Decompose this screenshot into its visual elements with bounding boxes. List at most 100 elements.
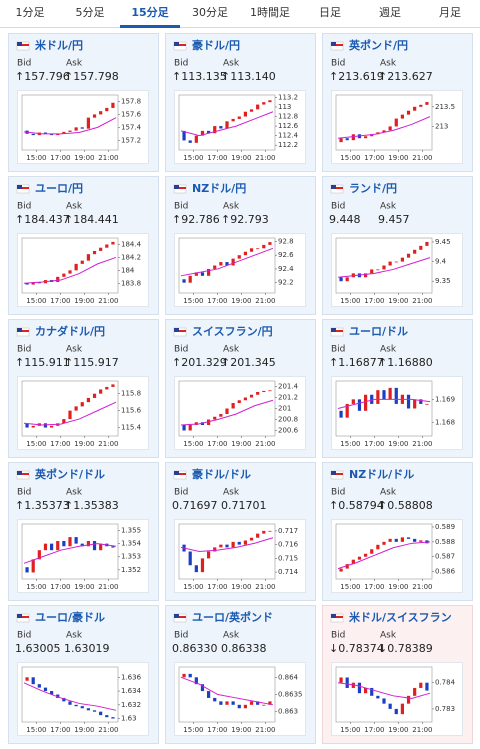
candle [182, 673, 186, 678]
candle [111, 717, 115, 719]
pair-name[interactable]: カナダドル/円 [35, 324, 105, 338]
candle [92, 250, 97, 255]
y-tick-label: 0.863 [278, 708, 298, 716]
candle [243, 397, 247, 401]
candle [92, 114, 97, 118]
flag-stripe [179, 44, 186, 46]
candle [388, 538, 392, 542]
pair-name[interactable]: 英ポンド/円 [348, 38, 408, 52]
candle [345, 138, 349, 141]
candle [243, 251, 247, 256]
candle [413, 249, 417, 254]
candle [231, 701, 235, 705]
plot-frame [178, 237, 276, 294]
flag-stripe [22, 616, 29, 618]
candle [213, 697, 217, 702]
candle [225, 121, 229, 129]
candle [111, 384, 115, 387]
candle [194, 677, 198, 685]
pair-name[interactable]: 米ドル/円 [34, 38, 83, 52]
candle [231, 258, 235, 266]
candle [200, 130, 205, 136]
y-tick-label: 200.8 [278, 416, 298, 424]
ask-label: Ask [223, 488, 240, 498]
tab[interactable]: 1分足 [16, 6, 45, 19]
candle [394, 387, 398, 404]
candle [406, 110, 411, 115]
candle [194, 135, 198, 143]
tab[interactable]: 1時間足 [250, 6, 290, 19]
chart-box [174, 376, 306, 450]
bid-value: ↑157.796 [15, 70, 70, 83]
x-tick-label: 17:00 [50, 440, 70, 448]
pair-name[interactable]: ユーロ/英ポンド [192, 610, 273, 624]
pair-name[interactable]: 豪ドル/円 [192, 38, 240, 52]
flag-mark [174, 471, 179, 475]
pair-name[interactable]: 豪ドル/ドル [192, 467, 251, 481]
candle [62, 419, 66, 424]
tab[interactable]: 日足 [319, 6, 341, 19]
flag-mark [331, 328, 336, 332]
pair-name[interactable]: 英ポンド/ドル [34, 467, 105, 481]
candle [188, 140, 192, 143]
pair-name[interactable]: ユーロ/ドル [349, 325, 408, 338]
candle [200, 684, 205, 692]
ask-label: Ask [223, 345, 240, 355]
x-tick-label: 19:00 [388, 583, 408, 591]
pair-name[interactable]: スイスフラン/円 [192, 325, 273, 338]
bid-label: Bid [331, 488, 345, 498]
pair-name[interactable]: 米ドル/スイスフラン [348, 610, 452, 624]
bid-value: 1.63005 [15, 642, 61, 655]
tab[interactable]: 30分足 [192, 6, 228, 19]
bid-label: Bid [17, 631, 31, 641]
chart-box [331, 662, 463, 736]
moving-average [180, 399, 274, 426]
y-tick-label: 213 [435, 122, 448, 130]
candle [80, 402, 84, 407]
tab[interactable]: 週足 [379, 6, 401, 19]
candle [364, 394, 368, 411]
bid-label: Bid [174, 345, 188, 355]
plot-frame [335, 237, 433, 294]
pair-name[interactable]: ユーロ/円 [35, 182, 83, 195]
candle [388, 126, 392, 131]
candle [92, 710, 97, 712]
candle [74, 537, 78, 544]
y-tick-label: 0.8635 [278, 691, 303, 699]
y-tick-label: 0.587 [435, 553, 455, 561]
y-tick-label: 0.716 [278, 541, 299, 549]
y-tick-label: 0.717 [278, 527, 298, 535]
x-tick-label: 21:00 [255, 583, 275, 591]
tab[interactable]: 5分足 [76, 6, 105, 19]
pair-name[interactable]: ユーロ/豪ドル [35, 610, 105, 624]
candle [99, 111, 103, 115]
ask-value: ↓0.78389 [378, 642, 433, 655]
candle [200, 272, 205, 276]
bid-label: Bid [331, 59, 345, 69]
candle [25, 677, 29, 681]
pair-name[interactable]: ランド/円 [349, 182, 397, 195]
bid-label: Bid [17, 488, 31, 498]
ask-label: Ask [66, 202, 83, 212]
flag-stripe [22, 330, 29, 332]
candle [406, 537, 411, 539]
x-tick-label: 21:00 [412, 726, 432, 734]
candle [256, 248, 260, 250]
flag-mark [174, 328, 179, 332]
candle [351, 399, 355, 404]
tab[interactable]: 15分足 [131, 5, 169, 19]
flag-stripe [22, 473, 29, 475]
x-tick-label: 15:00 [26, 583, 46, 591]
flag-stripe [179, 330, 186, 332]
pair-name[interactable]: NZドル/円 [192, 182, 246, 195]
flag-stripe [179, 616, 186, 618]
tab[interactable]: 月足 [439, 6, 461, 19]
candle [86, 117, 90, 129]
x-tick-label: 17:00 [50, 583, 70, 591]
x-tick-label: 21:00 [412, 440, 432, 448]
candle [105, 244, 109, 248]
pair-name[interactable]: NZドル/ドル [349, 468, 414, 481]
candle [56, 541, 60, 551]
x-tick-label: 15:00 [340, 297, 360, 305]
x-tick-label: 17:00 [50, 154, 70, 162]
